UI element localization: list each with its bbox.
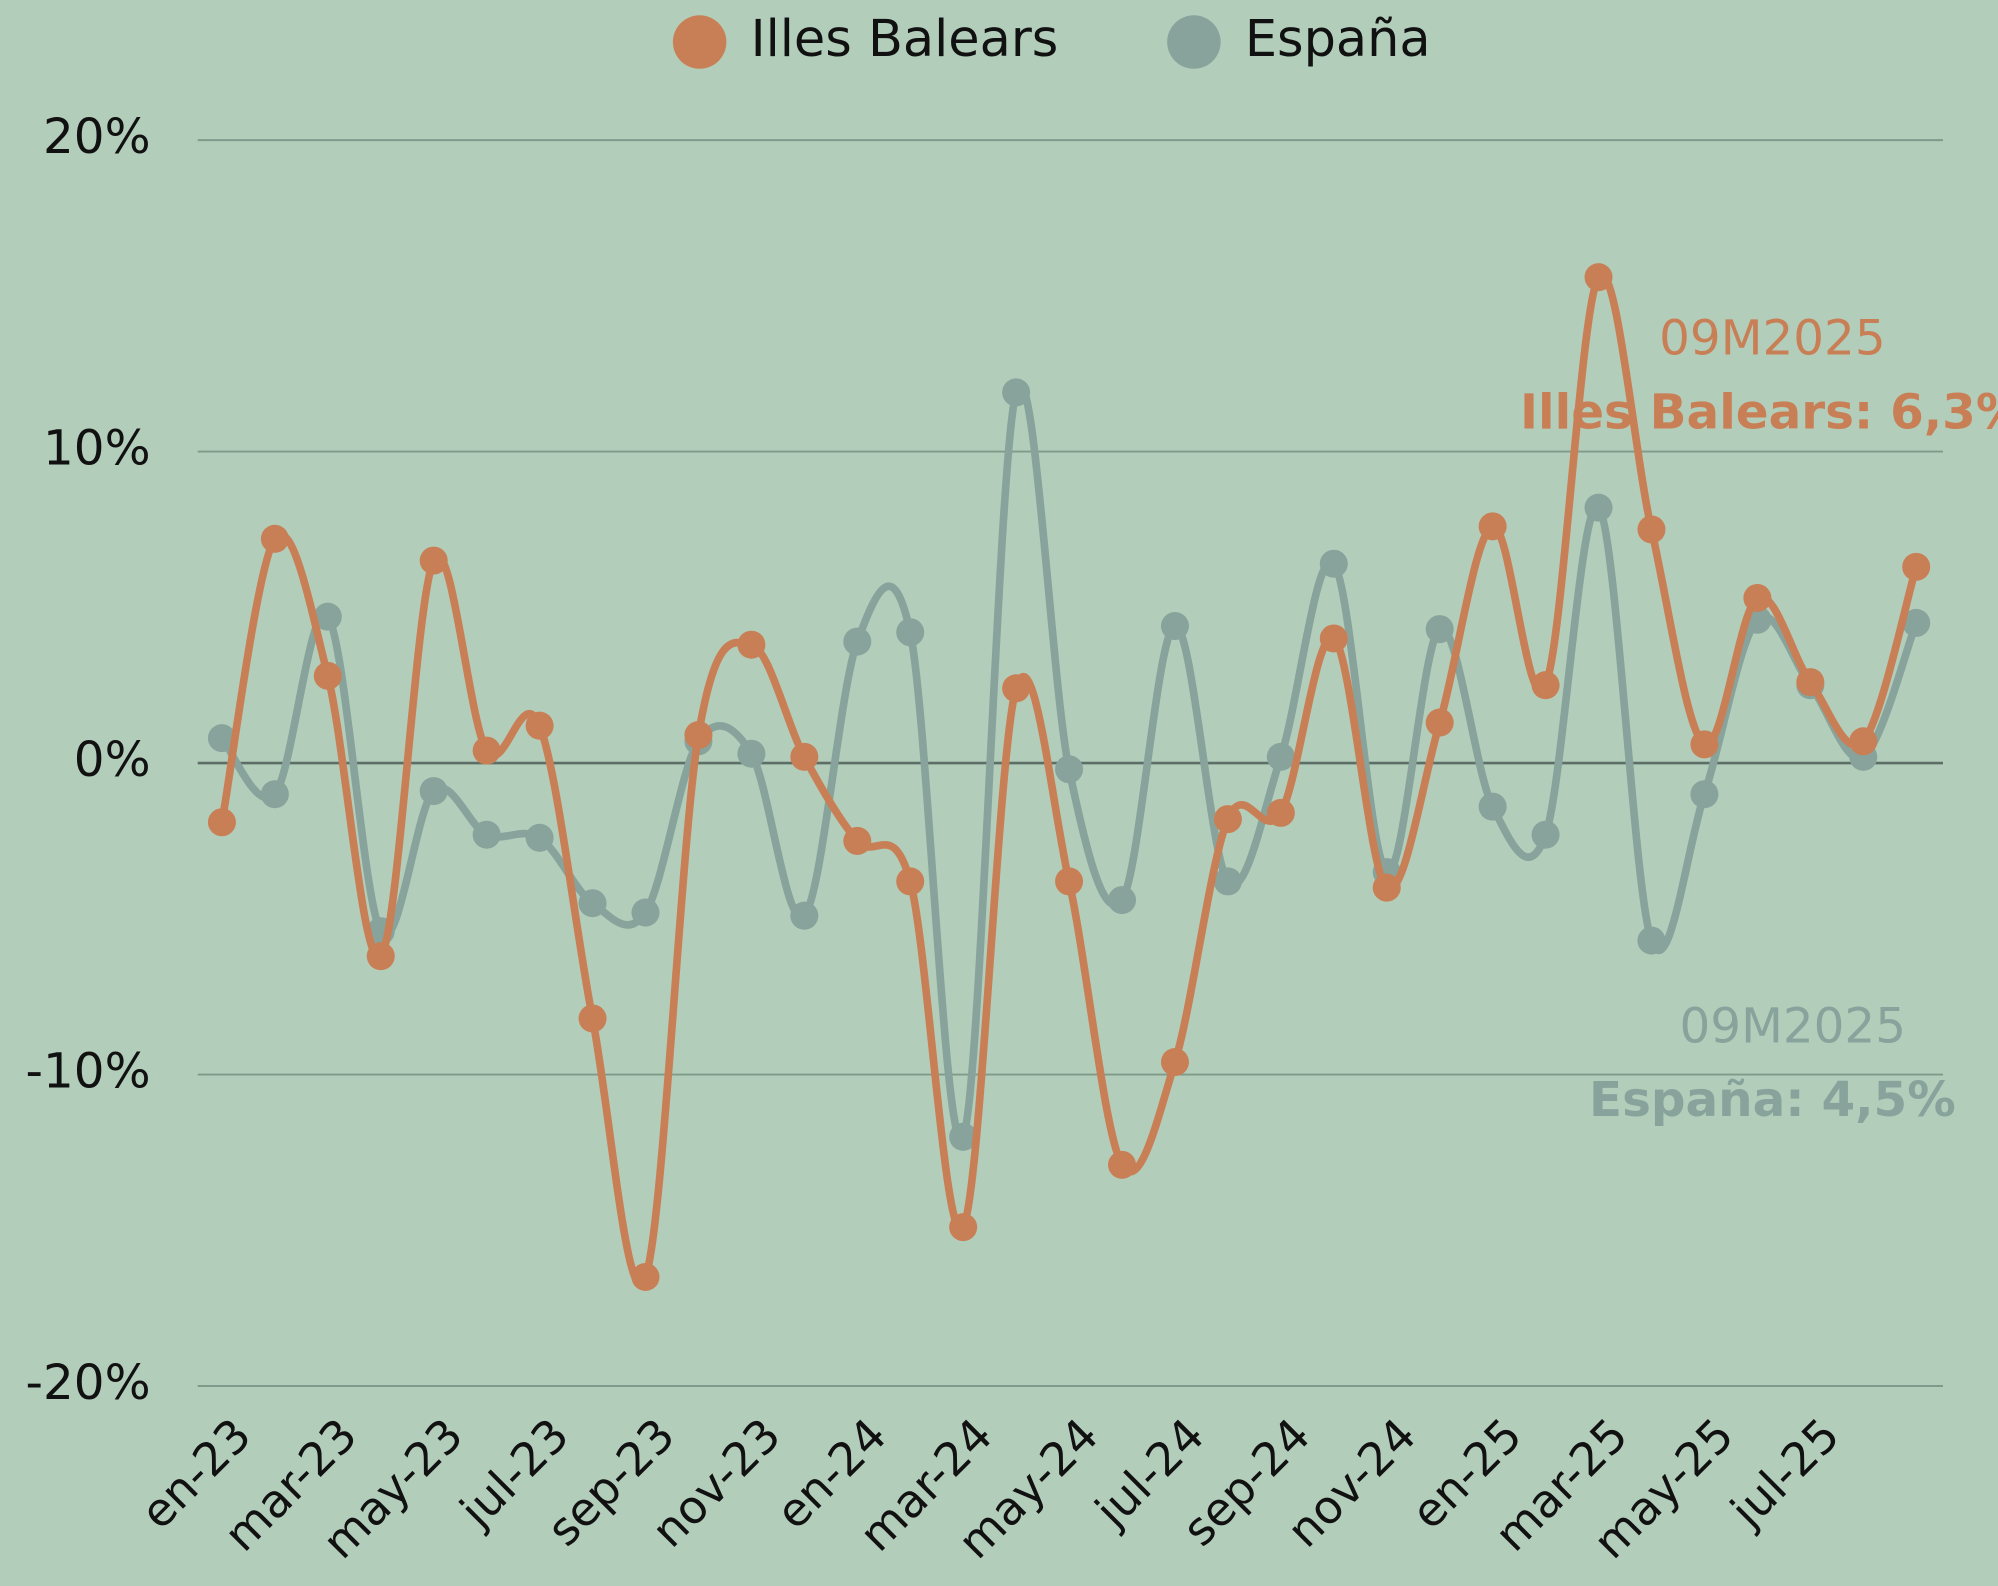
data-point [631, 898, 660, 927]
data-point [790, 742, 819, 771]
data-point [1002, 378, 1031, 407]
data-point [1796, 668, 1825, 697]
y-tick-label: 20% [43, 109, 151, 165]
data-point [207, 724, 236, 753]
data-point [1266, 742, 1295, 771]
data-point [1160, 1048, 1189, 1077]
data-point [843, 826, 872, 855]
legend-marker [1167, 15, 1221, 69]
data-point [1213, 805, 1242, 834]
legend-marker [672, 15, 727, 69]
legend-label: Illes Balears [751, 10, 1059, 69]
data-point [1902, 552, 1931, 581]
data-point [1902, 608, 1931, 637]
data-point [1425, 708, 1454, 737]
annotation-period: 09M2025 [1680, 998, 1906, 1054]
data-point [1637, 926, 1666, 955]
data-point [737, 739, 766, 768]
data-point [949, 1213, 978, 1242]
data-point [578, 1004, 607, 1033]
data-point [1055, 867, 1084, 896]
data-point [472, 736, 501, 765]
data-point [1478, 512, 1507, 541]
y-tick-label: 0% [74, 732, 151, 788]
data-point [1372, 873, 1401, 902]
data-point [1690, 730, 1719, 759]
data-point [737, 630, 766, 659]
data-point [1055, 755, 1084, 784]
annotation-value: España: 4,5% [1589, 1072, 1956, 1128]
data-point [1319, 624, 1348, 653]
data-point [896, 618, 925, 647]
data-point [1637, 515, 1666, 544]
data-point [1584, 493, 1613, 522]
data-point [1107, 1150, 1137, 1179]
data-point [896, 867, 925, 896]
data-point [260, 780, 289, 809]
data-point [1266, 798, 1295, 827]
data-point [1002, 674, 1031, 703]
data-point [1213, 867, 1242, 896]
data-point [313, 661, 342, 690]
data-point [790, 901, 819, 930]
data-point [207, 808, 236, 837]
annotation-value: Illes Balears: 6,3% [1520, 384, 1998, 440]
data-point [1478, 792, 1507, 821]
data-point [1690, 780, 1719, 809]
data-point [631, 1262, 660, 1291]
data-point [1584, 263, 1613, 292]
data-point [1849, 727, 1878, 756]
data-point [1531, 671, 1560, 700]
data-point [1425, 615, 1454, 644]
data-point [1743, 583, 1772, 612]
data-point [419, 546, 448, 575]
y-tick-label: 10% [43, 421, 151, 477]
data-point [313, 602, 342, 631]
data-point [260, 524, 289, 553]
annotation-period: 09M2025 [1659, 310, 1885, 366]
data-point [472, 820, 501, 849]
data-point [366, 942, 395, 971]
data-point [1319, 549, 1348, 578]
y-tick-label: -10% [26, 1044, 151, 1100]
data-point [525, 711, 554, 740]
data-point [949, 1122, 978, 1151]
data-point [419, 777, 448, 806]
data-point [1160, 612, 1189, 641]
legend-label: España [1245, 10, 1431, 69]
data-point [1107, 886, 1137, 915]
data-point [1531, 820, 1560, 849]
data-point [525, 823, 554, 852]
data-point [578, 889, 607, 918]
data-point [684, 721, 713, 750]
data-point [843, 627, 872, 656]
y-tick-label: -20% [26, 1355, 151, 1411]
